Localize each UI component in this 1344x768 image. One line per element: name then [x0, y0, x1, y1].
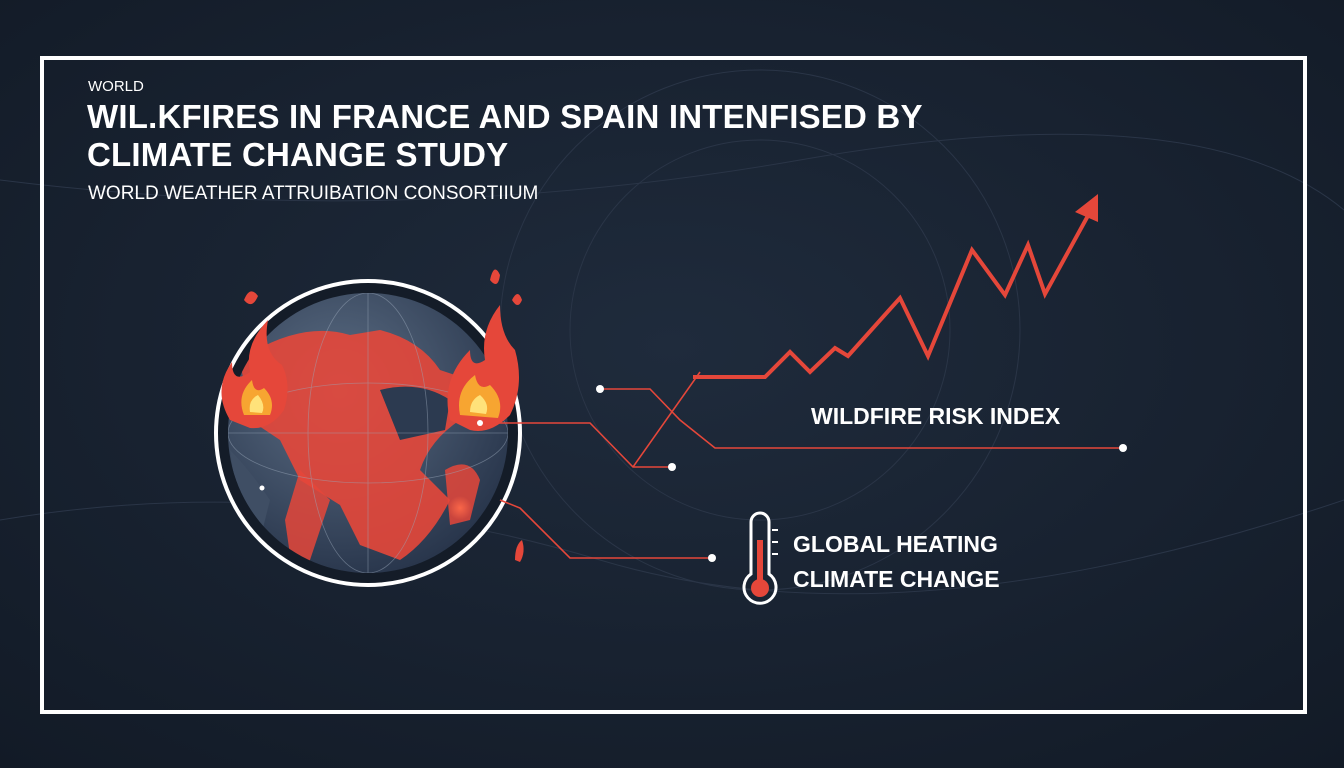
- risk-arrow: [693, 194, 1098, 379]
- kicker: WORLD: [88, 78, 144, 95]
- frame: [40, 56, 1307, 714]
- subtitle: WORLD WEATHER ATTRUIBATION CONSORTIIUM: [88, 183, 538, 204]
- headline-line: CLIMATE CHANGE STUDY: [87, 136, 508, 173]
- thermometer: [742, 511, 778, 605]
- flames: [221, 269, 524, 562]
- headline-line: WIL.KFIRES IN FRANCE AND SPAIN INTENFISE…: [87, 98, 923, 135]
- connectors: [480, 371, 1123, 559]
- thermometer-label: GLOBAL HEATING: [793, 531, 998, 557]
- thermometer-label: CLIMATE CHANGE: [793, 566, 1000, 592]
- risk-label: WILDFIRE RISK INDEX: [811, 403, 1061, 429]
- connector-dots: [477, 385, 1127, 562]
- globe: [214, 279, 522, 587]
